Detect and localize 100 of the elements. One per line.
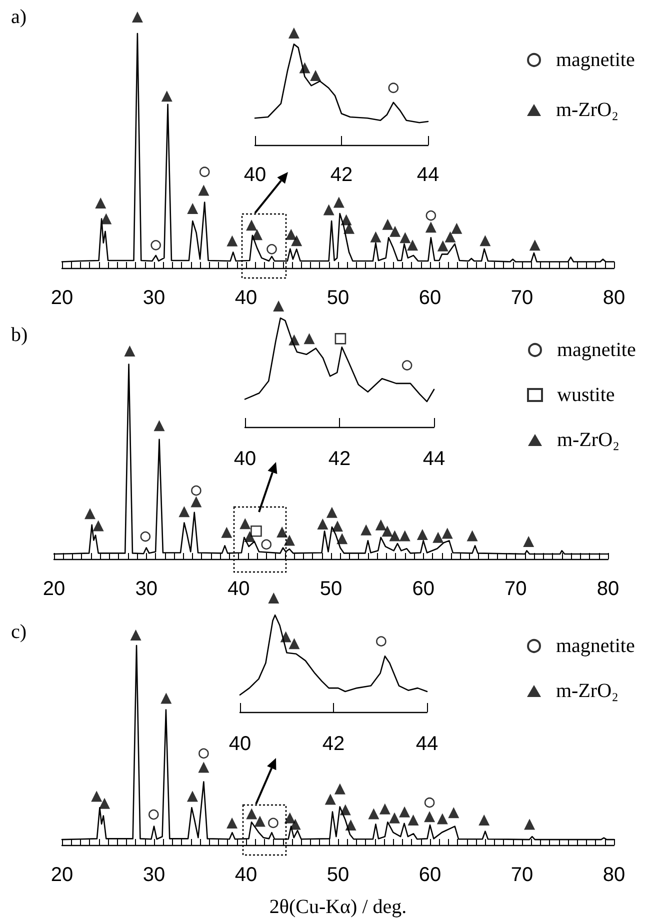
point	[187, 203, 198, 214]
point	[198, 184, 210, 196]
point	[299, 62, 310, 74]
point	[284, 534, 295, 546]
point	[226, 817, 238, 828]
x-tick-label: 40	[234, 448, 256, 470]
legend-label: m-ZrO₂	[556, 99, 619, 121]
point	[160, 692, 172, 704]
point	[425, 222, 436, 233]
point	[402, 360, 412, 370]
x-axis-title: 2θ(Cu-Kα) / deg.	[269, 896, 407, 918]
point	[99, 798, 110, 809]
point	[261, 539, 272, 550]
point	[426, 210, 436, 221]
point	[399, 530, 410, 542]
point	[340, 804, 351, 816]
point	[376, 636, 386, 646]
point	[424, 797, 435, 808]
point	[276, 526, 288, 538]
point	[288, 334, 300, 346]
x-tick-label: 42	[330, 164, 353, 186]
point	[91, 790, 102, 802]
x-tick-label: 60	[412, 578, 434, 600]
x-tick-label: 50	[326, 287, 350, 309]
x-tick-label: 42	[322, 733, 345, 755]
point	[198, 762, 210, 773]
point	[198, 748, 209, 759]
point	[100, 213, 112, 224]
x-tick-label: 20	[50, 864, 74, 886]
chart-title: c)	[11, 621, 27, 643]
point	[442, 528, 453, 539]
x-tick-label: 42	[328, 448, 351, 470]
point	[84, 508, 96, 520]
point	[273, 300, 284, 312]
x-tick-label: 40	[228, 733, 252, 755]
point	[382, 218, 394, 230]
point	[375, 519, 386, 530]
x-tick-label: 80	[596, 578, 620, 600]
point	[132, 12, 143, 22]
point	[92, 520, 104, 532]
point	[326, 506, 338, 518]
point	[199, 166, 210, 178]
x-tick-label: 30	[142, 864, 166, 886]
point	[333, 196, 344, 208]
point	[436, 813, 448, 824]
point	[451, 222, 462, 234]
x-tick-label: 40	[234, 864, 258, 886]
point	[290, 818, 301, 830]
point	[345, 820, 356, 831]
x-tick-label: 50	[326, 864, 350, 886]
chart-title: a)	[11, 6, 27, 28]
chart-title: b)	[11, 324, 28, 346]
point	[407, 240, 418, 251]
x-tick-label: 44	[422, 448, 446, 470]
point	[148, 809, 159, 820]
x-tick-label: 40	[234, 287, 258, 309]
point	[478, 814, 490, 826]
point	[400, 232, 411, 244]
x-tick-label: 20	[42, 578, 66, 600]
point	[466, 530, 478, 542]
point	[448, 807, 460, 818]
point	[268, 592, 280, 604]
point	[334, 783, 346, 794]
x-tick-label: 50	[320, 578, 342, 600]
point	[529, 240, 540, 251]
point	[334, 333, 346, 344]
point	[161, 90, 172, 102]
x-tick-label: 44	[416, 164, 440, 186]
legend-label: m-ZrO₂	[557, 429, 620, 451]
point	[360, 524, 372, 536]
point	[286, 228, 297, 240]
x-tick-label: 70	[504, 578, 527, 600]
point	[291, 235, 302, 246]
x-tick-label: 80	[602, 864, 626, 886]
point	[254, 816, 266, 827]
point	[416, 528, 428, 540]
point	[246, 808, 258, 820]
x-tick-label: 60	[418, 287, 442, 309]
point	[437, 240, 448, 252]
point	[368, 808, 380, 820]
point	[524, 818, 536, 830]
point	[340, 214, 352, 226]
point	[124, 346, 136, 356]
point	[130, 630, 142, 640]
point	[370, 231, 382, 242]
point	[389, 530, 400, 542]
point	[190, 496, 202, 508]
point	[154, 420, 165, 432]
point	[336, 533, 348, 544]
point	[304, 333, 315, 344]
point	[221, 526, 232, 538]
point	[266, 244, 277, 254]
point	[388, 82, 399, 94]
point	[523, 536, 534, 548]
point	[408, 814, 419, 826]
point	[344, 222, 355, 234]
legend-label: m-ZrO₂	[556, 680, 619, 702]
legend-label: magnetite	[557, 339, 636, 361]
point	[150, 240, 161, 250]
point	[317, 518, 328, 530]
